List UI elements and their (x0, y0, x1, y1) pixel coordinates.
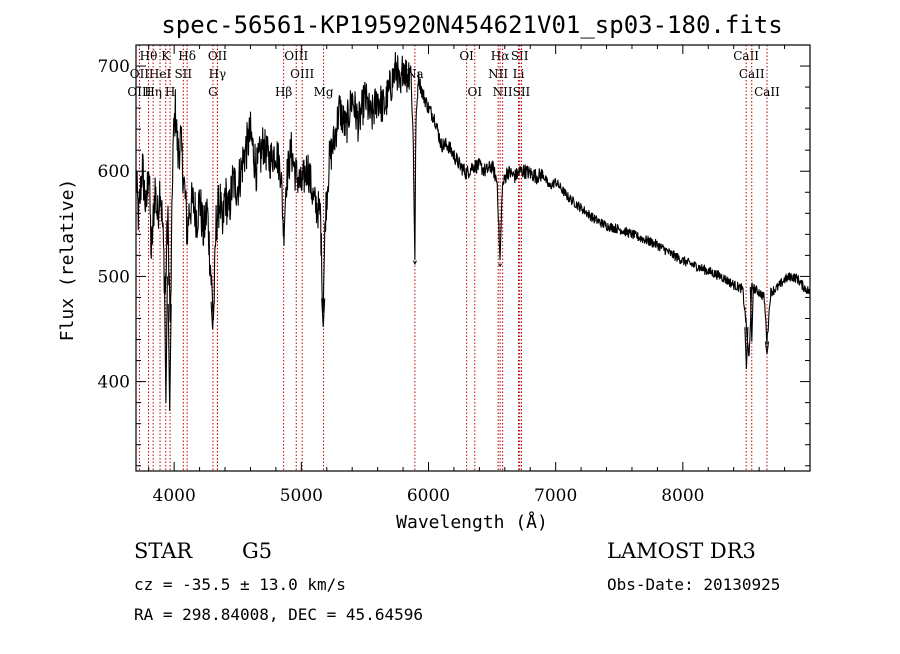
x-tick-label: 4000 (153, 486, 196, 506)
y-tick-label: 700 (98, 57, 130, 77)
spectral-line-label: SII (511, 49, 529, 63)
absorption-spike (744, 327, 749, 370)
spectral-line-label: SII (513, 85, 531, 99)
spectral-line-label: Hβ (275, 85, 292, 99)
absorption-spike (210, 301, 215, 330)
spectral-line-label: OI (467, 85, 482, 99)
y-tick-label: 600 (98, 162, 130, 182)
x-tick-label: 8000 (661, 486, 704, 506)
y-tick-label: 400 (98, 373, 130, 393)
x-axis-label: Wavelength (Å) (396, 511, 548, 533)
absorption-spike (321, 298, 326, 327)
chart-title: spec-56561-KP195920N454621V01_sp03-180.f… (161, 11, 782, 39)
object-class: STAR (134, 539, 193, 563)
absorption-spike (749, 286, 754, 342)
absorption-spike (167, 303, 172, 412)
absorption-spike (498, 263, 503, 267)
spectral-line-label: NII (488, 67, 508, 81)
spectrum-line (135, 51, 811, 357)
x-axis-ticks: 4000 5000 6000 7000 8000 (148, 45, 786, 506)
spectral-line-label: Hγ (209, 67, 227, 81)
object-subclass: G5 (242, 539, 272, 563)
spectral-line-label: OIII (127, 85, 151, 99)
plot-frame (135, 44, 811, 472)
absorption-spike (412, 260, 417, 266)
spectral-line-label: Hδ (178, 49, 196, 63)
spectral-line-label: Li (513, 67, 525, 81)
spectral-line-label: CaII (733, 49, 759, 63)
spectral-line-label: Hη (144, 85, 162, 99)
spectral-line-label: HeI (149, 67, 172, 81)
x-tick-label: 6000 (407, 486, 450, 506)
y-axis-ticks: 400 500 600 700 (98, 44, 810, 467)
spectral-line-label: SII (174, 67, 192, 81)
spectral-line-label: H (165, 85, 175, 99)
spectral-line-label: Hα (491, 49, 510, 63)
spectral-line-label: Mg (314, 85, 334, 99)
spectral-line-label: OII (130, 67, 150, 81)
spectral-line-label: G (208, 85, 218, 99)
redshift-text: cz = -35.5 ± 13.0 km/s (134, 575, 346, 594)
spectral-line-label: Hθ (140, 49, 158, 63)
x-tick-label: 7000 (534, 486, 577, 506)
y-axis-label: Flux (relative) (57, 179, 78, 342)
coordinates-text: RA = 298.84008, DEC = 45.64596 (134, 605, 423, 624)
spectral-line-label: NII (493, 85, 513, 99)
spectral-line-label: CaII (739, 67, 765, 81)
y-tick-label: 500 (98, 267, 130, 287)
spectral-line-label: CaII (754, 85, 780, 99)
spectral-line-label: OIII (284, 49, 308, 63)
absorption-spike (163, 276, 168, 403)
x-tick-label: 5000 (280, 486, 323, 506)
spectral-line-label: OIII (290, 67, 314, 81)
observation-date: Obs-Date: 20130925 (607, 575, 780, 594)
spectral-line-label: K (161, 49, 171, 63)
spectral-line-label: OI (459, 49, 474, 63)
absorption-spike (764, 341, 770, 355)
survey-name: LAMOST DR3 (607, 539, 756, 563)
